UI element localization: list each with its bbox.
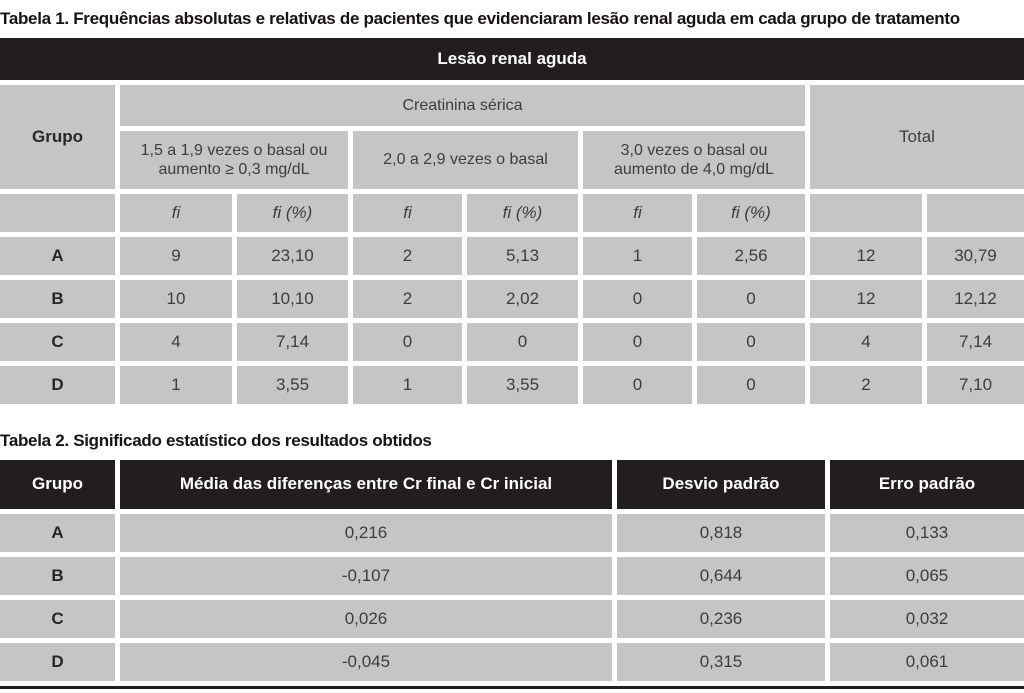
table2-cell: 0,236	[617, 600, 825, 638]
table1-cell: 2	[353, 280, 462, 318]
table1-banner: Lesão renal aguda	[0, 38, 1024, 80]
table2-cell: -0,045	[120, 643, 612, 681]
table2-cell: 0,061	[830, 643, 1024, 681]
table1-cell: 3,55	[237, 366, 348, 404]
table1-cell: 1	[583, 237, 692, 275]
table1-fi-label: fi	[120, 194, 232, 232]
table1-cell: 3,55	[467, 366, 578, 404]
table1-header-creatinina: Creatinina sérica	[120, 85, 805, 126]
table1-fi-pct-label: fi (%)	[467, 194, 578, 232]
table1-cell: 30,79	[927, 237, 1024, 275]
table1-cell: 0	[353, 323, 462, 361]
table2-row-group: B	[0, 557, 115, 595]
table1-header-grupo: Grupo	[0, 85, 115, 189]
table1-fi-label: fi	[583, 194, 692, 232]
table1-row-group: C	[0, 323, 115, 361]
table1-row-group: B	[0, 280, 115, 318]
table2-row-group: D	[0, 643, 115, 681]
table1-row-group: D	[0, 366, 115, 404]
table2-cell: 0,818	[617, 514, 825, 552]
table2-caption: Tabela 2. Significado estatístico dos re…	[0, 431, 432, 450]
table2-cell: 0,133	[830, 514, 1024, 552]
table1-cell: 0	[583, 366, 692, 404]
table1-cell: 0	[583, 323, 692, 361]
table2-header-desvio: Desvio padrão	[617, 460, 825, 509]
table2-cell: 0,065	[830, 557, 1024, 595]
table2-cell: 0,315	[617, 643, 825, 681]
table1-cell: 7,14	[927, 323, 1024, 361]
table1-fi-label: fi	[353, 194, 462, 232]
table1-cell: 0	[583, 280, 692, 318]
table1-cell: 12	[810, 280, 922, 318]
table1-cell: 9	[120, 237, 232, 275]
table1-cell: 0	[697, 280, 805, 318]
table1-header-total: Total	[810, 85, 1024, 189]
table1-cell: 10	[120, 280, 232, 318]
table1-cell: 2,02	[467, 280, 578, 318]
table2-header-grupo: Grupo	[0, 460, 115, 509]
table1-cell: 12,12	[927, 280, 1024, 318]
table1-cell: 12	[810, 237, 922, 275]
table1-cell: 2	[353, 237, 462, 275]
table2-cell: -0,107	[120, 557, 612, 595]
table1-cell: 0	[467, 323, 578, 361]
table1-cell: 7,10	[927, 366, 1024, 404]
table1-fi-row-blank-left	[0, 194, 115, 232]
table1: Lesão renal aguda Grupo Creatinina séric…	[0, 38, 1024, 404]
table1-subheader-3: 3,0 vezes o basal ou aumento de 4,0 mg/d…	[583, 131, 805, 189]
table1-cell: 1	[353, 366, 462, 404]
table1-cell: 2,56	[697, 237, 805, 275]
table2-header-erro: Erro padrão	[830, 460, 1024, 509]
table2-row-group: A	[0, 514, 115, 552]
table1-row-group: A	[0, 237, 115, 275]
table2-bottom-border	[0, 686, 1024, 689]
table2-cell: 0,026	[120, 600, 612, 638]
table1-caption: Tabela 1. Frequências absolutas e relati…	[0, 9, 960, 28]
table2: Grupo Média das diferenças entre Cr fina…	[0, 460, 1024, 681]
table1-cell: 1	[120, 366, 232, 404]
table1-cell: 0	[697, 366, 805, 404]
table1-subheader-1: 1,5 a 1,9 vezes o basal ou aumento ≥ 0,3…	[120, 131, 348, 189]
table1-subheader-2: 2,0 a 2,9 vezes o basal	[353, 131, 578, 189]
table1-fi-row-blank-total-fi	[810, 194, 922, 232]
table1-cell: 0	[697, 323, 805, 361]
table1-cell: 7,14	[237, 323, 348, 361]
table1-cell: 5,13	[467, 237, 578, 275]
table1-fi-pct-label: fi (%)	[237, 194, 348, 232]
table2-row-group: C	[0, 600, 115, 638]
table1-cell: 2	[810, 366, 922, 404]
table2-cell: 0,644	[617, 557, 825, 595]
table2-cell: 0,216	[120, 514, 612, 552]
table2-header-media: Média das diferenças entre Cr final e Cr…	[120, 460, 612, 509]
table1-cell: 4	[810, 323, 922, 361]
table1-cell: 4	[120, 323, 232, 361]
table1-fi-row-blank-total-pct	[927, 194, 1024, 232]
table1-cell: 10,10	[237, 280, 348, 318]
table1-cell: 23,10	[237, 237, 348, 275]
table1-fi-pct-label: fi (%)	[697, 194, 805, 232]
table2-cell: 0,032	[830, 600, 1024, 638]
